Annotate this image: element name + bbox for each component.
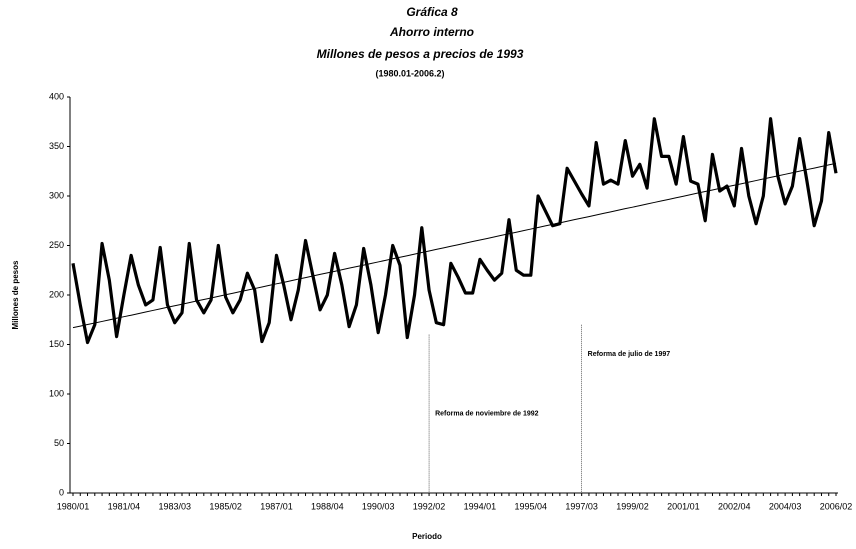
y-axis-label: Millones de pesos xyxy=(11,260,20,329)
x-tick-label: 2001/01 xyxy=(667,501,700,511)
x-tick-label: 2004/03 xyxy=(769,501,802,511)
x-tick-label: 2006/02 xyxy=(820,501,853,511)
line-series xyxy=(72,162,837,329)
x-tick-label: 1992/02 xyxy=(413,501,446,511)
x-tick-label: 1988/04 xyxy=(311,501,344,511)
x-tick-label: 1980/01 xyxy=(57,501,90,511)
y-tick-label: 0 xyxy=(59,487,64,497)
chart-title: Ahorro interno xyxy=(389,25,474,39)
y-tick-label: 400 xyxy=(49,91,64,101)
x-tick-label: 1990/03 xyxy=(362,501,395,511)
x-tick-label: 1995/04 xyxy=(515,501,548,511)
x-tick-label: 1999/02 xyxy=(616,501,649,511)
y-tick-label: 100 xyxy=(49,388,64,398)
x-tick-label: 1997/03 xyxy=(565,501,598,511)
chart-title: Gráfica 8 xyxy=(406,5,458,19)
x-axis-label: Periodo xyxy=(412,532,442,541)
annotation: Reforma de noviembre de 1992 xyxy=(435,411,539,418)
y-tick-label: 300 xyxy=(49,190,64,200)
line-series xyxy=(71,117,838,345)
x-tick-label: 2002/04 xyxy=(718,501,751,511)
x-tick-label: 1994/01 xyxy=(464,501,497,511)
x-tick-label: 1981/04 xyxy=(108,501,141,511)
x-tick-label: 1983/03 xyxy=(158,501,191,511)
chart-title: Millones de pesos a precios de 1993 xyxy=(317,47,524,61)
y-tick-label: 150 xyxy=(49,339,64,349)
x-tick-label: 1987/01 xyxy=(260,501,293,511)
x-tick-label: 1985/02 xyxy=(209,501,242,511)
y-tick-label: 250 xyxy=(49,240,64,250)
annotation: Reforma de julio de 1997 xyxy=(588,351,671,358)
y-tick-label: 200 xyxy=(49,289,64,299)
chart-subtitle: (1980.01-2006.2) xyxy=(375,68,444,78)
y-tick-label: 50 xyxy=(54,438,64,448)
y-tick-label: 350 xyxy=(49,141,64,151)
